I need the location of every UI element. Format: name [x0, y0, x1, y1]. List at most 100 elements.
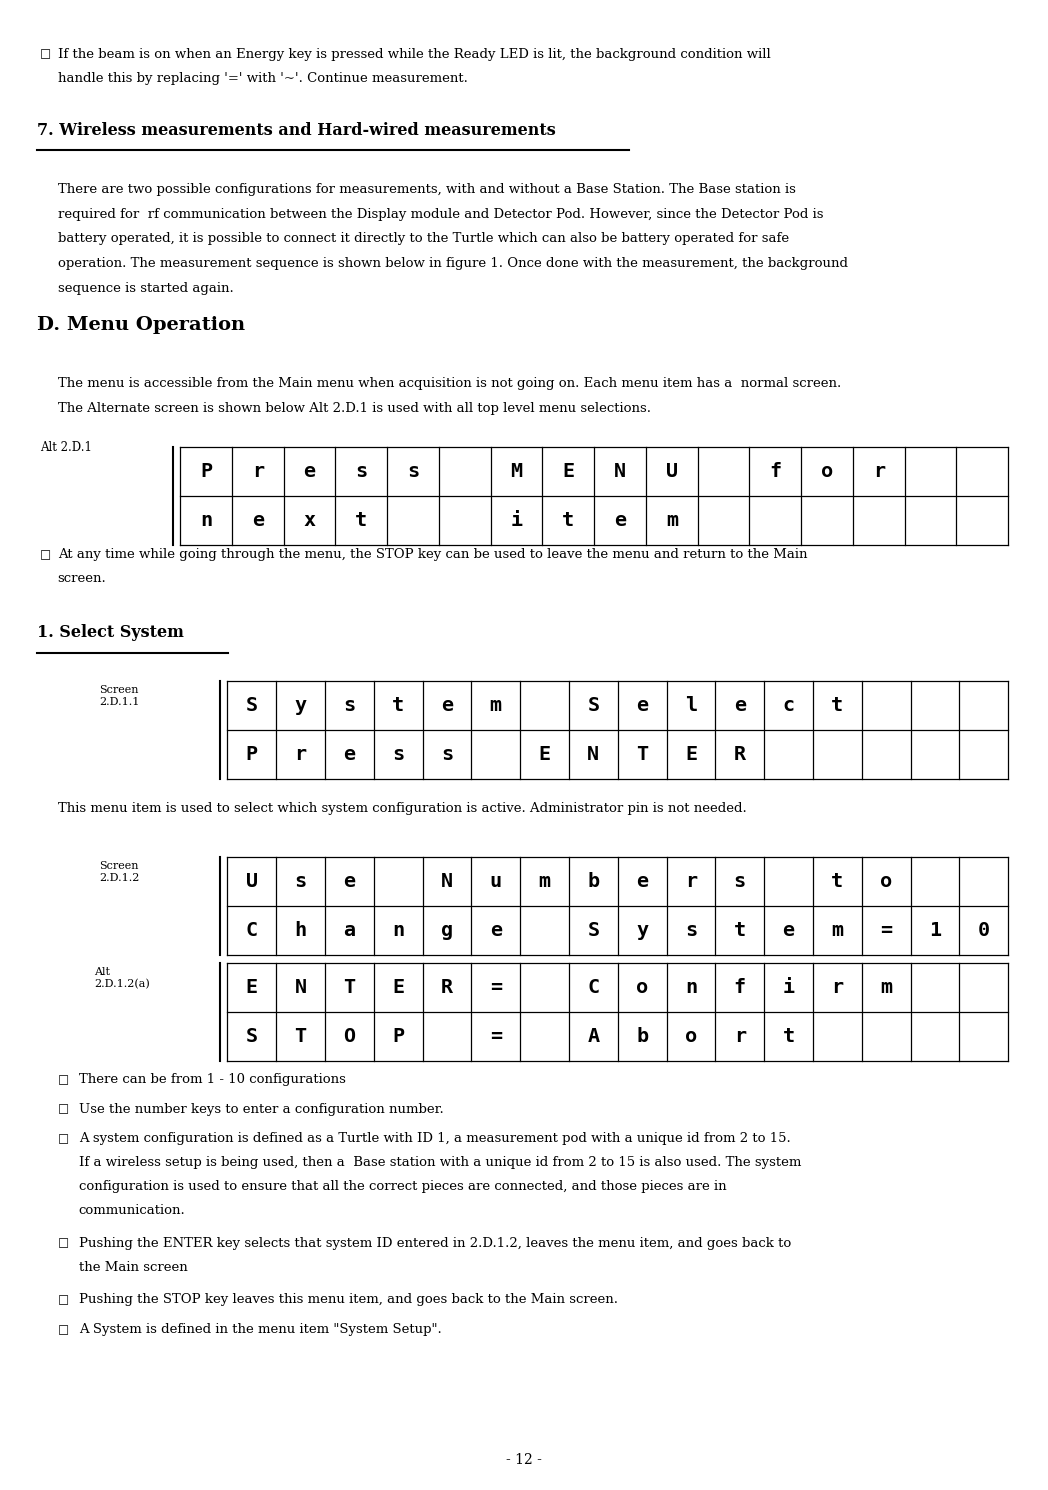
Text: f: f: [734, 977, 746, 997]
Text: s: s: [355, 462, 368, 481]
Text: If the beam is on when an Energy key is pressed while the Ready LED is lit, the : If the beam is on when an Energy key is …: [58, 48, 770, 61]
Text: y: y: [294, 696, 307, 715]
Text: communication.: communication.: [79, 1204, 185, 1217]
Text: 7. Wireless measurements and Hard-wired measurements: 7. Wireless measurements and Hard-wired …: [37, 122, 555, 139]
Text: The menu is accessible from the Main menu when acquisition is not going on. Each: The menu is accessible from the Main men…: [58, 377, 840, 390]
Text: e: e: [344, 872, 355, 891]
Text: A: A: [587, 1027, 599, 1046]
Text: t: t: [831, 872, 844, 891]
Text: m: m: [880, 977, 892, 997]
Text: the Main screen: the Main screen: [79, 1261, 188, 1274]
Text: M: M: [510, 462, 523, 481]
Text: e: e: [489, 921, 502, 940]
Text: configuration is used to ensure that all the correct pieces are connected, and t: configuration is used to ensure that all…: [79, 1180, 726, 1193]
Text: e: e: [441, 696, 453, 715]
Text: t: t: [783, 1027, 794, 1046]
Text: E: E: [563, 462, 574, 481]
Text: There are two possible configurations for measurements, with and without a Base : There are two possible configurations fo…: [58, 183, 795, 197]
Text: t: t: [355, 511, 368, 530]
Text: t: t: [392, 696, 405, 715]
Text: If a wireless setup is being used, then a  Base station with a unique id from 2 : If a wireless setup is being used, then …: [79, 1156, 801, 1170]
Text: □: □: [40, 548, 51, 562]
Text: t: t: [563, 511, 574, 530]
Text: e: e: [304, 462, 315, 481]
Text: b: b: [636, 1027, 649, 1046]
Text: s: s: [685, 921, 697, 940]
Text: □: □: [58, 1103, 69, 1116]
Bar: [227, 681, 1008, 779]
Text: s: s: [734, 872, 746, 891]
Text: =: =: [880, 921, 892, 940]
Text: S: S: [245, 696, 258, 715]
Text: e: e: [636, 696, 649, 715]
Text: f: f: [769, 462, 782, 481]
Text: battery operated, it is possible to connect it directly to the Turtle which can : battery operated, it is possible to conn…: [58, 232, 789, 246]
Text: n: n: [392, 921, 405, 940]
Text: S: S: [245, 1027, 258, 1046]
Text: l: l: [685, 696, 697, 715]
Bar: [180, 447, 1008, 545]
Text: e: e: [344, 745, 355, 764]
Text: The Alternate screen is shown below Alt 2.D.1 is used with all top level menu se: The Alternate screen is shown below Alt …: [58, 401, 651, 414]
Text: r: r: [873, 462, 885, 481]
Bar: [227, 963, 1008, 1061]
Text: T: T: [344, 977, 355, 997]
Text: U: U: [245, 872, 258, 891]
Text: P: P: [200, 462, 212, 481]
Text: At any time while going through the menu, the STOP key can be used to leave the : At any time while going through the menu…: [58, 548, 807, 562]
Text: N: N: [294, 977, 307, 997]
Text: o: o: [636, 977, 649, 997]
Text: D. Menu Operation: D. Menu Operation: [37, 316, 245, 334]
Text: N: N: [441, 872, 453, 891]
Text: There can be from 1 - 10 configurations: There can be from 1 - 10 configurations: [79, 1073, 346, 1086]
Text: b: b: [587, 872, 599, 891]
Text: This menu item is used to select which system configuration is active. Administr: This menu item is used to select which s…: [58, 802, 746, 815]
Text: g: g: [441, 921, 453, 940]
Text: e: e: [783, 921, 794, 940]
Text: S: S: [587, 696, 599, 715]
Text: required for  rf communication between the Display module and Detector Pod. Howe: required for rf communication between th…: [58, 209, 823, 221]
Text: s: s: [392, 745, 405, 764]
Text: sequence is started again.: sequence is started again.: [58, 282, 234, 295]
Text: A system configuration is defined as a Turtle with ID 1, a measurement pod with : A system configuration is defined as a T…: [79, 1132, 790, 1146]
Text: e: e: [252, 511, 264, 530]
Text: O: O: [344, 1027, 355, 1046]
Text: 0: 0: [978, 921, 990, 940]
Text: Screen
2.D.1.1: Screen 2.D.1.1: [100, 685, 140, 706]
Text: u: u: [489, 872, 502, 891]
Text: □: □: [58, 1073, 69, 1086]
Text: Pushing the ENTER key selects that system ID entered in 2.D.1.2, leaves the menu: Pushing the ENTER key selects that syste…: [79, 1237, 791, 1250]
Text: t: t: [831, 696, 844, 715]
Text: =: =: [489, 977, 502, 997]
Text: n: n: [200, 511, 212, 530]
Text: P: P: [392, 1027, 405, 1046]
Text: □: □: [58, 1293, 69, 1307]
Text: a: a: [344, 921, 355, 940]
Text: R: R: [441, 977, 453, 997]
Text: y: y: [636, 921, 649, 940]
Text: m: m: [831, 921, 844, 940]
Text: 1: 1: [929, 921, 941, 940]
Text: m: m: [489, 696, 502, 715]
Text: i: i: [510, 511, 523, 530]
Bar: [227, 857, 1008, 955]
Text: o: o: [880, 872, 892, 891]
Text: A System is defined in the menu item "System Setup".: A System is defined in the menu item "Sy…: [79, 1323, 441, 1337]
Text: e: e: [734, 696, 746, 715]
Text: h: h: [294, 921, 307, 940]
Text: Screen
2.D.1.2: Screen 2.D.1.2: [100, 861, 140, 882]
Text: m: m: [665, 511, 678, 530]
Text: Use the number keys to enter a configuration number.: Use the number keys to enter a configura…: [79, 1103, 443, 1116]
Text: o: o: [685, 1027, 697, 1046]
Text: s: s: [294, 872, 307, 891]
Text: □: □: [58, 1132, 69, 1146]
Text: screen.: screen.: [58, 572, 107, 586]
Text: r: r: [294, 745, 307, 764]
Text: - 12 -: - 12 -: [506, 1453, 542, 1466]
Text: E: E: [539, 745, 550, 764]
Text: =: =: [489, 1027, 502, 1046]
Text: c: c: [783, 696, 794, 715]
Text: s: s: [407, 462, 419, 481]
Text: □: □: [58, 1323, 69, 1337]
Text: Pushing the STOP key leaves this menu item, and goes back to the Main screen.: Pushing the STOP key leaves this menu it…: [79, 1293, 617, 1307]
